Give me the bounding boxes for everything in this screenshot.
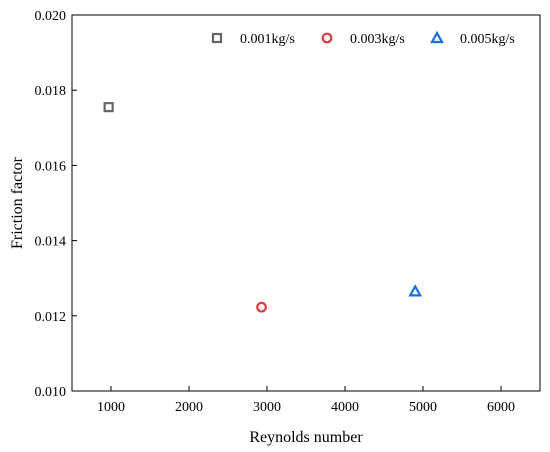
data-points	[103, 102, 423, 313]
y-axis-title: Friction factor	[9, 156, 26, 249]
y-axis: 0.010 0.012 0.014 0.016 0.018 0.020	[35, 9, 77, 400]
x-tick-label: 2000	[175, 400, 203, 415]
x-tick-label: 1000	[97, 400, 125, 415]
x-axis-title: Reynolds number	[249, 429, 363, 446]
legend-marker-3	[430, 30, 444, 44]
y-tick-label: 0.020	[35, 9, 67, 24]
legend: 0.001kg/s 0.003kg/s 0.005kg/s	[211, 30, 515, 47]
plot-frame	[71, 14, 541, 392]
legend-marker-2	[321, 32, 333, 44]
y-tick-label: 0.010	[35, 385, 67, 400]
legend-label-1: 0.001kg/s	[240, 32, 295, 47]
y-tick-label: 0.016	[35, 159, 67, 174]
x-tick-label: 6000	[487, 400, 515, 415]
y-tick-label: 0.012	[35, 310, 67, 325]
data-point-series-1	[103, 102, 114, 113]
data-point-series-2	[256, 301, 267, 313]
x-tick-label: 4000	[331, 400, 359, 415]
x-tick-label: 3000	[253, 400, 281, 415]
y-tick-label: 0.018	[35, 84, 67, 99]
legend-marker-1	[211, 32, 223, 44]
y-tick-label: 0.014	[35, 235, 67, 250]
x-tick-label: 5000	[409, 400, 437, 415]
x-axis: 1000 2000 3000 4000 5000 6000	[97, 386, 515, 415]
data-point-series-3	[408, 284, 423, 297]
legend-label-2: 0.003kg/s	[350, 32, 405, 47]
legend-label-3: 0.005kg/s	[460, 32, 515, 47]
